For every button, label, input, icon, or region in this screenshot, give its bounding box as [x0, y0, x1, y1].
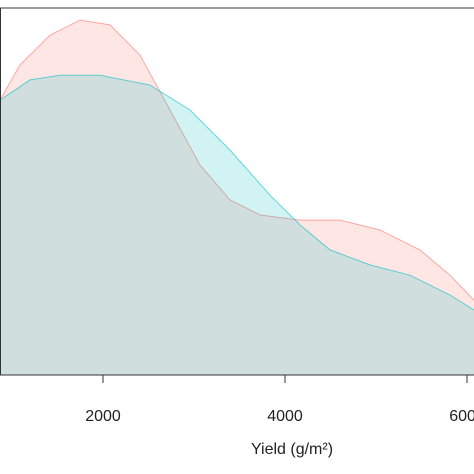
density-area: [0, 20, 474, 375]
x-tick-label: 2000: [85, 408, 121, 425]
x-axis-label: Yield (g/m²): [251, 441, 333, 458]
plot-frame: [0, 7, 474, 376]
density-area: [0, 75, 474, 375]
x-tick-label: 4000: [267, 408, 303, 425]
density-line: [0, 74, 474, 311]
density-line: [0, 19, 474, 301]
x-tick-label: 6000: [449, 408, 474, 425]
